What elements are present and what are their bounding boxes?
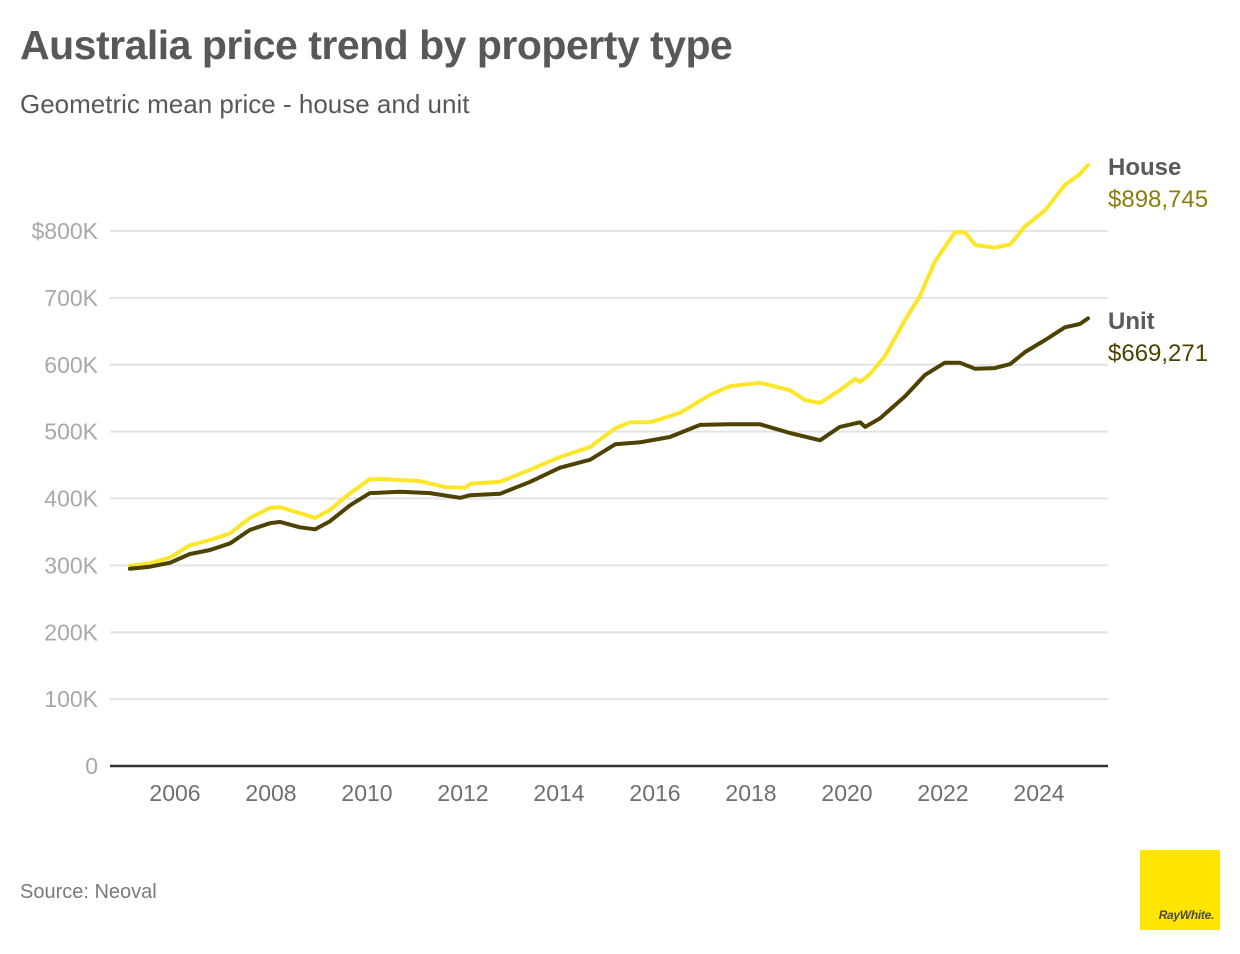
y-tick-label: 700K (44, 285, 98, 311)
series-lines (127, 163, 1090, 571)
source-note: Source: Neoval (20, 881, 157, 903)
y-tick-label: 400K (44, 486, 98, 512)
y-tick-label: 600K (44, 352, 98, 378)
x-tick-label: 2006 (149, 780, 200, 806)
unit-line (127, 316, 1090, 571)
chart-title: Australia price trend by property type (20, 22, 733, 68)
x-tick-label: 2016 (629, 780, 680, 806)
chart-subtitle: Geometric mean price - house and unit (20, 89, 470, 119)
x-tick-label: 2014 (533, 780, 584, 806)
y-tick-label: 500K (44, 419, 98, 445)
x-tick-label: 2018 (725, 780, 776, 806)
legend-house-name: House (1108, 154, 1181, 181)
legend-unit-name: Unit (1108, 308, 1155, 335)
legend-house-value: $898,745 (1108, 186, 1208, 213)
y-tick-label: $800K (31, 218, 98, 244)
y-tick-label: 200K (44, 619, 98, 645)
y-tick-label: 0 (85, 753, 98, 779)
y-axis-ticks: 0 100K 200K 300K 400K 500K 600K 700K $800K (31, 218, 98, 779)
x-tick-label: 2022 (917, 780, 968, 806)
x-tick-label: 2010 (341, 780, 392, 806)
logo-text: RayWhite. (1158, 908, 1215, 922)
x-axis-ticks: 2006 2008 2010 2012 2014 2016 2018 2020 2022 2024 (149, 780, 1064, 806)
x-tick-label: 2020 (821, 780, 872, 806)
end-labels: House $898,745 Unit $669,271 (1108, 154, 1208, 367)
y-tick-label: 300K (44, 552, 98, 578)
x-tick-label: 2024 (1013, 780, 1064, 806)
x-tick-label: 2012 (437, 780, 488, 806)
x-tick-label: 2008 (245, 780, 296, 806)
gridlines (110, 230, 1108, 701)
legend-unit-value: $669,271 (1108, 340, 1208, 367)
y-tick-label: 100K (44, 686, 98, 712)
ray-white-logo: RayWhite. (1140, 850, 1220, 930)
house-line (127, 163, 1090, 568)
